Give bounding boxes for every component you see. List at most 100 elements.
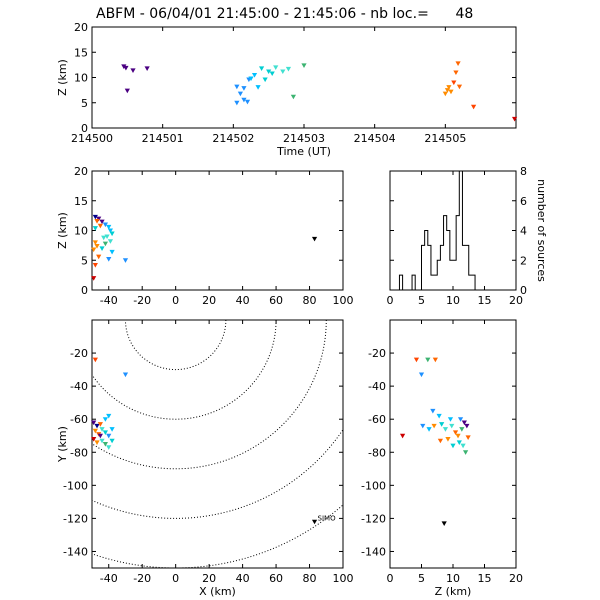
data-point — [96, 216, 102, 222]
data-point — [420, 423, 426, 429]
data-point — [269, 71, 275, 77]
data-point — [91, 420, 97, 426]
x-tick-label: 15 — [478, 294, 492, 307]
x-tick-label: 15 — [478, 572, 492, 585]
data-point — [106, 224, 112, 230]
data-point — [106, 413, 112, 419]
data-point — [463, 450, 469, 455]
data-point — [453, 70, 459, 76]
x-tick-label: 60 — [269, 572, 283, 585]
data-point — [124, 88, 130, 94]
data-point — [241, 97, 247, 103]
x_y-axes: -40 -20 0 20 40 60 80 100 -140 -120 -100 -80 -60 -40 -… — [56, 319, 354, 598]
data-point — [311, 519, 318, 525]
data-point — [455, 61, 461, 66]
data-point — [97, 433, 103, 439]
y-tick-label: 15 — [74, 46, 88, 59]
data-point — [446, 85, 452, 90]
data-point — [91, 247, 97, 253]
x-tick-label: 214503 — [283, 132, 325, 145]
data-point — [451, 80, 457, 86]
y-tick-label: -40 — [70, 380, 88, 393]
data-point — [94, 440, 100, 445]
data-point — [122, 258, 129, 263]
data-point — [431, 423, 437, 429]
time_z-frame — [91, 26, 517, 129]
data-point — [106, 257, 112, 262]
data-point — [130, 68, 136, 74]
data-point — [442, 427, 449, 432]
y-tick-label: 10 — [74, 72, 88, 85]
y-tick-label: 10 — [74, 225, 88, 238]
data-point — [106, 433, 112, 439]
range-circle — [124, 320, 227, 371]
data-point — [99, 438, 105, 444]
data-point — [301, 63, 307, 68]
x-tick-label: 40 — [236, 572, 250, 585]
y-tick-label: -20 — [70, 347, 88, 360]
data-point — [104, 234, 110, 240]
data-point — [92, 357, 98, 363]
data-point — [455, 433, 461, 439]
y-tick-label: -120 — [63, 512, 88, 525]
x_y-frame — [91, 319, 344, 569]
x-tick-label: 100 — [333, 572, 354, 585]
data-point — [234, 84, 240, 90]
data-point — [109, 438, 115, 444]
data-point — [460, 443, 466, 449]
x-tick-label: 20 — [509, 294, 523, 307]
data-point — [262, 77, 268, 83]
x-tick-label: 20 — [202, 294, 216, 307]
data-point — [439, 422, 445, 427]
data-point — [280, 69, 286, 75]
x-tick-label: -40 — [100, 572, 118, 585]
data-point — [92, 226, 98, 231]
data-point — [459, 427, 465, 432]
data-point — [441, 521, 447, 526]
data-point — [436, 413, 442, 419]
data-point — [259, 66, 265, 72]
y-tick-label: 5 — [81, 254, 88, 267]
y-tick-label: -80 — [368, 446, 386, 459]
data-point — [109, 231, 115, 237]
x_z-frame — [91, 170, 344, 291]
z_y-points — [400, 357, 471, 526]
x-tick-label: 0 — [172, 572, 179, 585]
data-point — [94, 423, 100, 429]
y-tick-label: -140 — [361, 545, 386, 558]
y-tick-label: 20 — [74, 165, 88, 178]
data-point — [471, 104, 477, 110]
data-point — [400, 433, 406, 439]
chart-title: ABFM - 06/04/01 21:45:00 - 21:45:06 - nb… — [96, 6, 473, 22]
x-axis-label: Z (km) — [435, 585, 472, 598]
data-point — [102, 222, 108, 228]
data-point — [449, 423, 455, 429]
y-tick-label: -100 — [63, 479, 88, 492]
data-point — [144, 66, 150, 72]
data-point — [92, 263, 98, 268]
y-tick-label: 20 — [74, 21, 88, 34]
y-tick-label: 4 — [520, 225, 527, 238]
data-point — [92, 214, 98, 220]
x-tick-label: 0 — [387, 572, 394, 585]
data-point — [273, 65, 279, 70]
y-axis-label: Z (km) — [56, 59, 69, 96]
x-tick-label: 10 — [446, 294, 460, 307]
data-point — [465, 435, 471, 440]
data-point — [99, 246, 105, 251]
x-tick-label: 80 — [303, 294, 317, 307]
y-tick-label: -120 — [361, 512, 386, 525]
data-point — [94, 243, 100, 249]
x_z-axes: -40 -20 0 20 40 60 80 100 0 5 10 15 20 Z (km) — [56, 165, 354, 307]
data-point — [92, 240, 98, 245]
data-point — [437, 438, 443, 444]
x-tick-label: 80 — [303, 572, 317, 585]
data-point — [456, 84, 463, 90]
data-point — [511, 116, 518, 122]
data-point — [448, 89, 454, 95]
x-tick-label: 5 — [418, 294, 425, 307]
y-tick-label: -80 — [70, 446, 88, 459]
data-point — [94, 218, 100, 224]
y-tick-label: -60 — [368, 413, 386, 426]
data-point — [285, 66, 292, 72]
